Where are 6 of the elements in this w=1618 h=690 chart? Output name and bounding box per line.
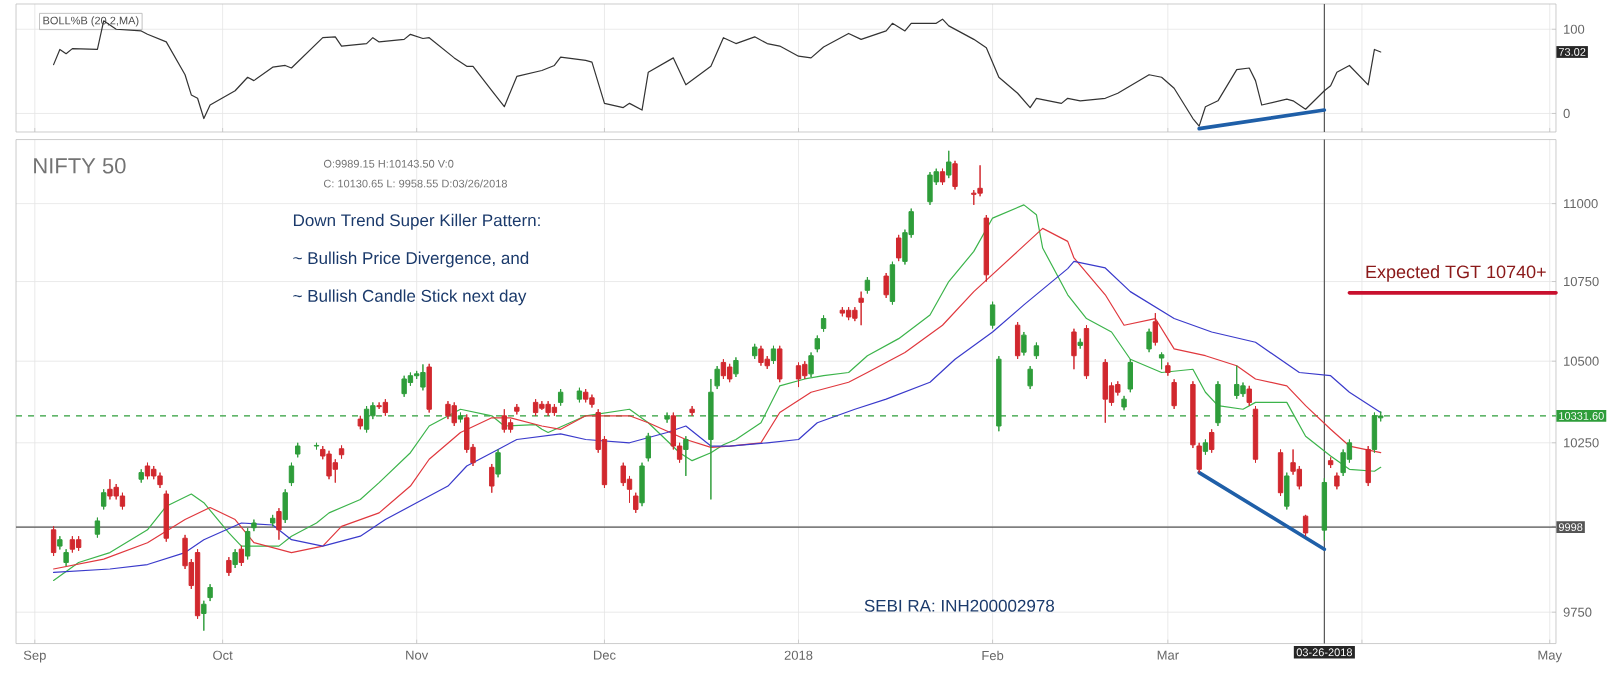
- text: NIFTY 50: [34, 158, 126, 174]
- annotation: Down Trend Super Killer Pattern:: [293, 213, 540, 230]
- annotation: ~ Bullish Price Divergence, and: [293, 251, 529, 268]
- annotation: ~ Bullish Candle Stick next day: [293, 289, 527, 306]
- annotation: SEBI RA: INH200002978: [864, 599, 1055, 612]
- annotation: Expected TGT 10740+: [1366, 265, 1546, 282]
